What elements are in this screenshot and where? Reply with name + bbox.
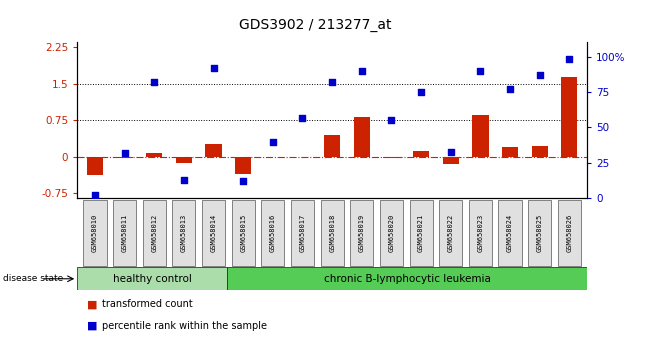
Point — [505, 86, 515, 92]
Point — [327, 79, 338, 85]
Bar — [469, 200, 492, 266]
Text: transformed count: transformed count — [102, 299, 193, 309]
Point — [178, 177, 189, 183]
Text: disease state: disease state — [3, 274, 64, 283]
Bar — [143, 200, 166, 266]
Text: ■: ■ — [87, 321, 98, 331]
Bar — [443, 157, 459, 164]
Text: chronic B-lymphocytic leukemia: chronic B-lymphocytic leukemia — [323, 274, 491, 284]
Point — [268, 139, 278, 144]
Text: GSM658022: GSM658022 — [448, 213, 454, 252]
Bar — [146, 153, 162, 157]
Bar — [235, 157, 252, 174]
Text: GSM658019: GSM658019 — [359, 213, 365, 252]
Bar — [380, 200, 403, 266]
Text: percentile rank within the sample: percentile rank within the sample — [102, 321, 267, 331]
Text: GSM658012: GSM658012 — [151, 213, 157, 252]
Bar — [227, 267, 587, 290]
Point — [90, 193, 101, 198]
Text: GSM658014: GSM658014 — [211, 213, 217, 252]
Bar — [202, 200, 225, 266]
Bar — [531, 146, 548, 157]
Point — [356, 68, 367, 74]
Text: GSM658016: GSM658016 — [270, 213, 276, 252]
Bar — [499, 200, 521, 266]
Text: GSM658013: GSM658013 — [181, 213, 187, 252]
Point — [119, 150, 130, 156]
Point — [297, 115, 308, 120]
Text: GSM658011: GSM658011 — [121, 213, 127, 252]
Bar — [558, 200, 581, 266]
Bar — [113, 200, 136, 266]
Text: GSM658024: GSM658024 — [507, 213, 513, 252]
Bar — [172, 200, 195, 266]
Text: GSM658020: GSM658020 — [389, 213, 395, 252]
Bar — [324, 135, 340, 157]
Bar — [83, 200, 107, 266]
Bar — [354, 117, 370, 157]
Bar — [77, 267, 227, 290]
Bar — [205, 144, 221, 157]
Bar — [409, 200, 433, 266]
Text: GDS3902 / 213277_at: GDS3902 / 213277_at — [239, 18, 392, 32]
Point — [475, 68, 486, 74]
Bar — [321, 200, 344, 266]
Text: healthy control: healthy control — [113, 274, 192, 284]
Bar — [117, 157, 133, 158]
Bar — [231, 200, 255, 266]
Bar — [383, 157, 400, 158]
Text: GSM658026: GSM658026 — [566, 213, 572, 252]
Bar — [413, 151, 429, 157]
Point — [238, 178, 248, 184]
Bar — [176, 157, 192, 163]
Point — [416, 89, 427, 95]
Bar — [440, 200, 462, 266]
Text: GSM658023: GSM658023 — [477, 213, 483, 252]
Bar — [87, 157, 103, 175]
Text: GSM658010: GSM658010 — [92, 213, 98, 252]
Point — [564, 57, 574, 62]
Point — [386, 118, 397, 123]
Bar — [528, 200, 552, 266]
Text: GSM658017: GSM658017 — [299, 213, 305, 252]
Text: GSM658018: GSM658018 — [329, 213, 335, 252]
Bar — [261, 200, 285, 266]
Bar — [502, 147, 518, 157]
Text: GSM658015: GSM658015 — [240, 213, 246, 252]
Text: GSM658025: GSM658025 — [537, 213, 543, 252]
Bar — [291, 200, 314, 266]
Point — [149, 79, 160, 85]
Bar — [350, 200, 373, 266]
Text: GSM658021: GSM658021 — [418, 213, 424, 252]
Point — [534, 72, 545, 78]
Bar — [472, 115, 488, 157]
Point — [208, 65, 219, 71]
Point — [446, 149, 456, 154]
Bar — [561, 76, 578, 157]
Text: ■: ■ — [87, 299, 98, 309]
